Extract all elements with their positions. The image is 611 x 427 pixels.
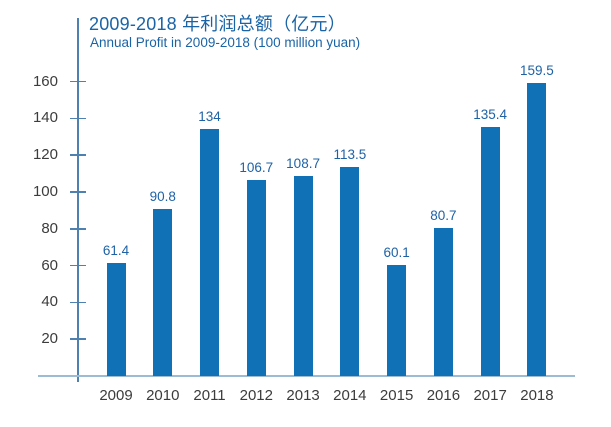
bar-value-label: 106.7 [239, 159, 274, 175]
chart-subtitle: Annual Profit in 2009-2018 (100 million … [90, 35, 361, 50]
y-axis-tick [70, 264, 86, 267]
bar-2009 [106, 263, 126, 376]
y-axis-tick-label: 80 [41, 219, 58, 237]
bar-2018 [527, 82, 547, 376]
x-axis-tick-label: 2010 [146, 387, 180, 404]
bar-value-label: 80.7 [430, 207, 457, 223]
bar-value-label: 135.4 [473, 106, 508, 122]
x-axis-tick-label: 2013 [286, 387, 320, 404]
x-axis-tick-label: 2012 [239, 387, 273, 404]
x-axis-tick-label: 2014 [333, 387, 367, 404]
y-axis-tick [70, 117, 86, 120]
bar-value-label: 61.4 [102, 243, 130, 259]
bar-value-label: 90.8 [149, 188, 176, 204]
y-axis-tick-label: 140 [32, 109, 58, 127]
bar-2016 [433, 227, 453, 376]
x-axis-tick-label: 2016 [426, 387, 461, 404]
bar-2011 [200, 129, 220, 376]
bar-2013 [293, 175, 313, 376]
y-axis-tick [70, 80, 86, 83]
bar-value-label: 60.1 [383, 245, 410, 261]
bar-value-label: 108.7 [286, 155, 320, 171]
bar-2012 [246, 179, 266, 376]
x-axis-tick-label: 2009 [99, 387, 133, 404]
chart-title: 2009-2018 年利润总额（亿元） [89, 14, 346, 34]
y-axis-tick [70, 228, 86, 230]
bar-2015 [387, 265, 407, 376]
bar-value-label: 113.5 [333, 147, 367, 163]
x-axis-tick-label: 2018 [520, 387, 554, 404]
x-axis-tick-label: 2017 [473, 387, 507, 404]
y-axis-tick-label: 120 [32, 146, 58, 164]
x-axis-tick-label: 2011 [193, 387, 226, 404]
y-axis-tick-label: 160 [32, 72, 58, 90]
y-axis-line [77, 18, 79, 382]
y-axis-tick-label: 100 [32, 183, 58, 200]
bar-2010 [153, 208, 173, 376]
x-axis-tick-label: 2015 [379, 387, 414, 404]
y-axis-tick [70, 154, 86, 156]
y-axis-tick [70, 301, 86, 304]
y-axis-tick-label: 20 [41, 330, 58, 348]
bar-2017 [480, 126, 500, 376]
y-axis-tick [70, 191, 86, 193]
bar-value-label: 159.5 [520, 62, 554, 78]
y-axis-tick-label: 40 [41, 293, 58, 311]
bar-value-label: 134 [198, 109, 221, 125]
y-axis-tick-label: 60 [41, 256, 58, 274]
y-axis-tick [70, 338, 86, 340]
bar-2014 [340, 167, 360, 376]
